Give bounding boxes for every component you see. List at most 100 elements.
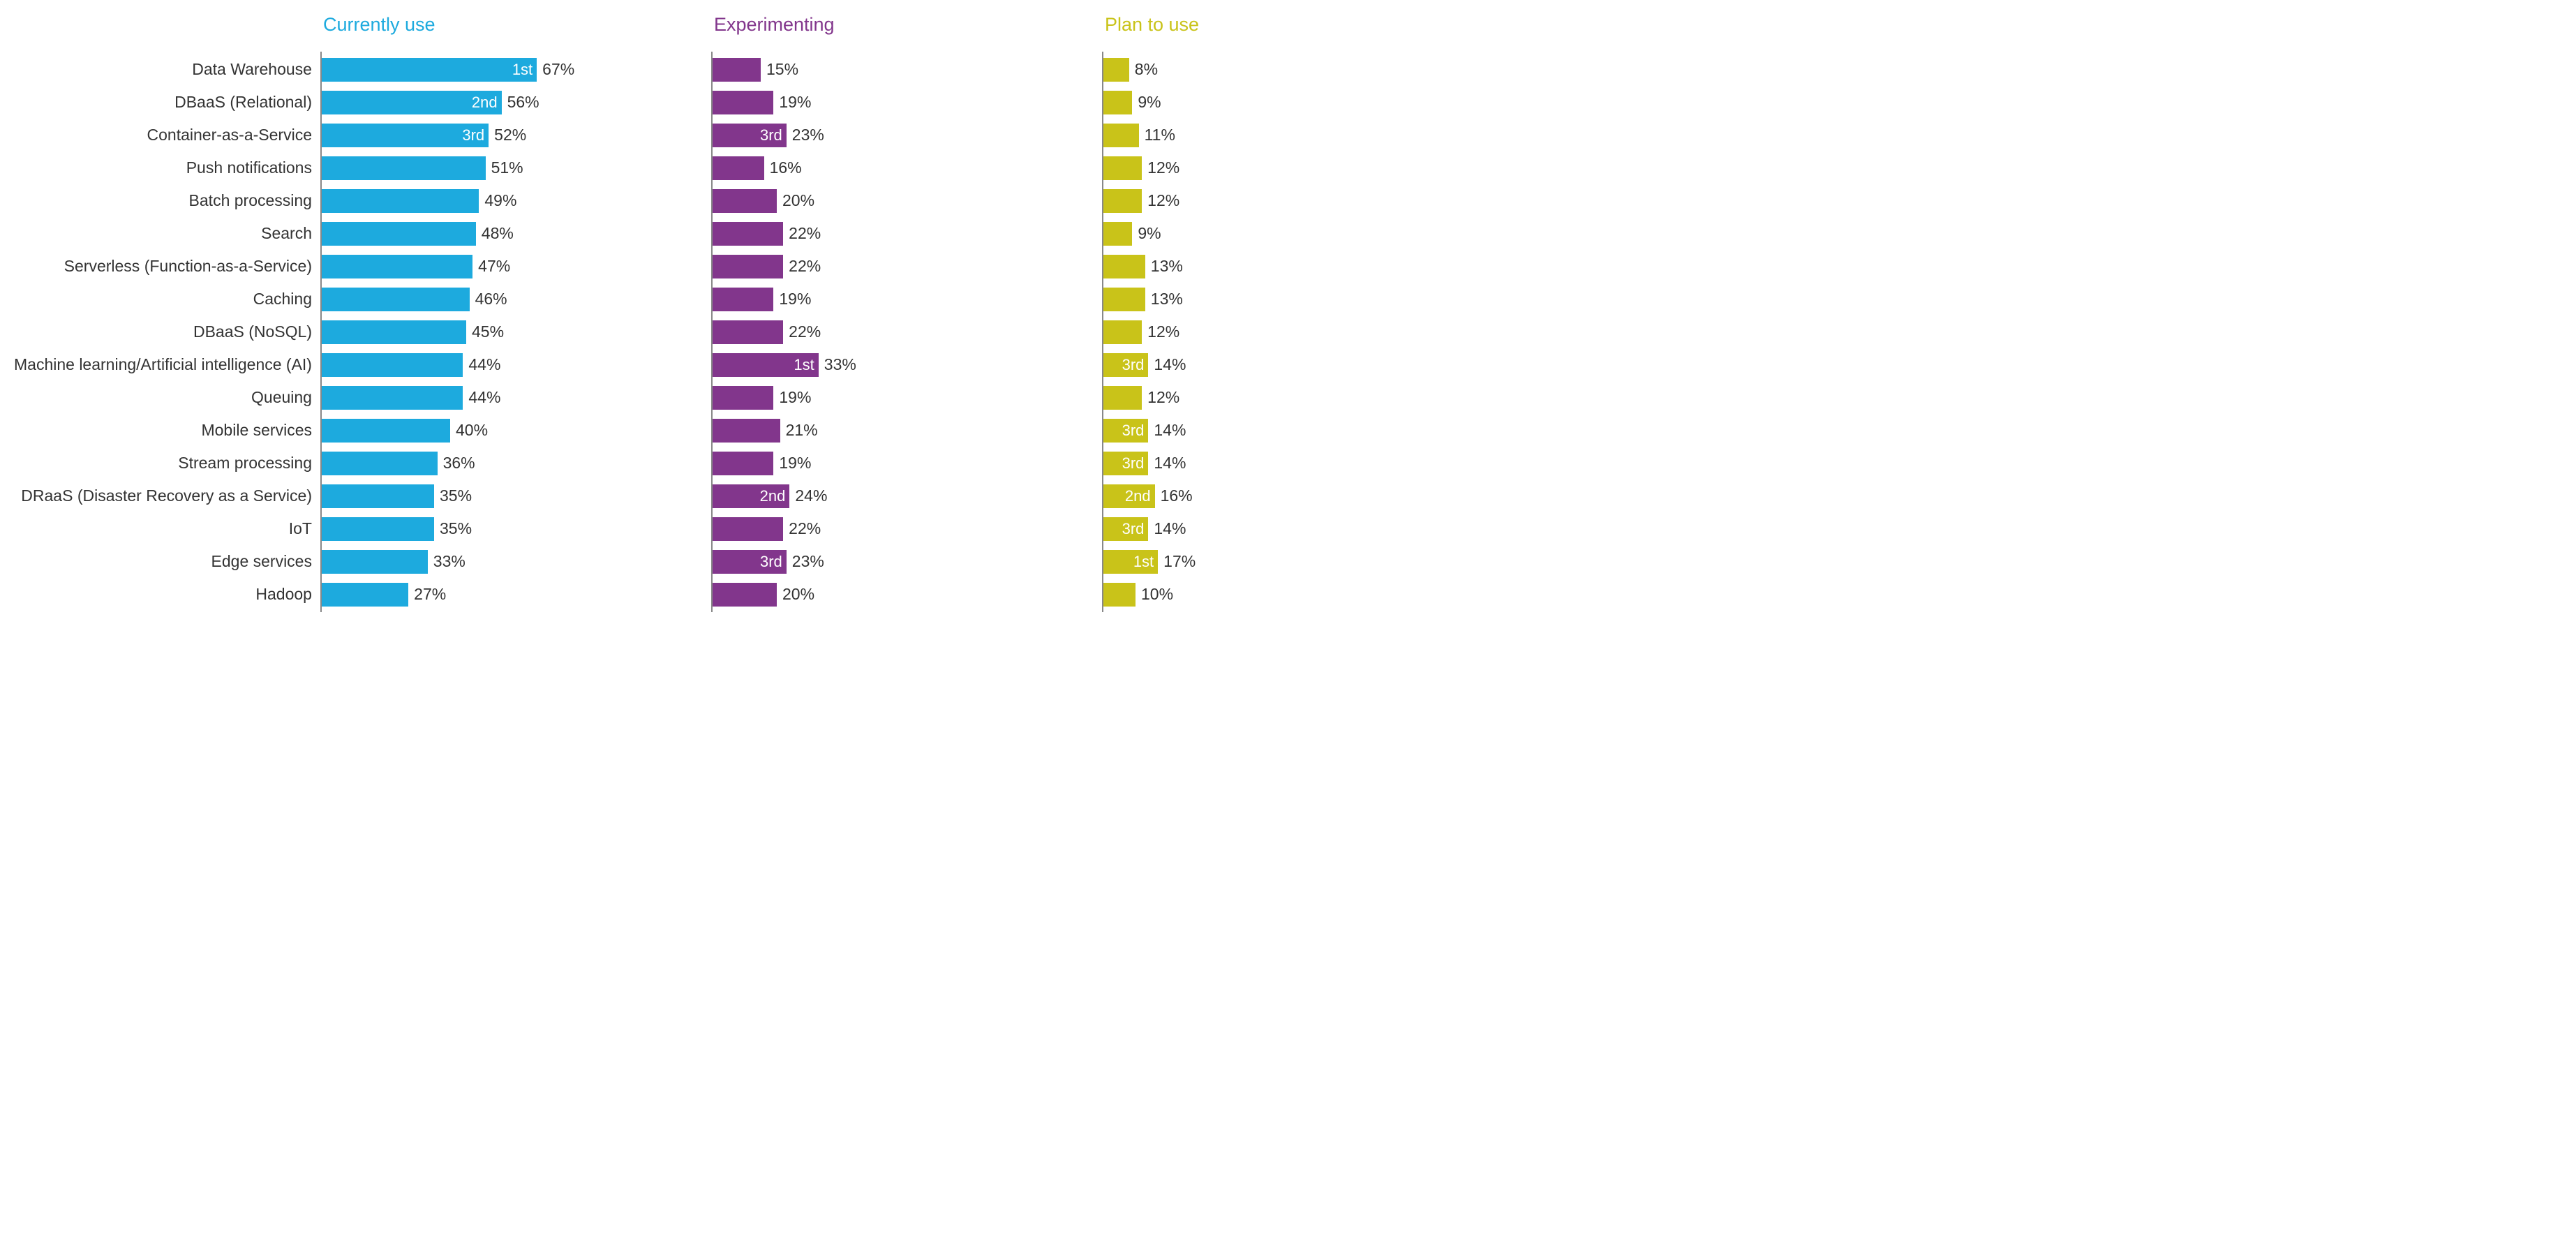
series-gap bbox=[1032, 14, 1102, 611]
bar bbox=[322, 452, 438, 475]
bar-row: 19% bbox=[711, 86, 1032, 119]
bar: 2nd bbox=[322, 91, 502, 114]
value-label: 12% bbox=[1147, 322, 1179, 341]
value-label: 27% bbox=[414, 585, 446, 604]
axis-line bbox=[711, 413, 713, 448]
value-label: 11% bbox=[1145, 126, 1175, 144]
bar bbox=[1103, 583, 1136, 607]
value-label: 36% bbox=[443, 454, 475, 473]
bar-row: 3rd14% bbox=[1102, 447, 1423, 480]
value-label: 16% bbox=[770, 158, 802, 177]
bar: 3rd bbox=[322, 124, 489, 147]
bar bbox=[713, 189, 777, 213]
axis-line bbox=[1102, 314, 1103, 350]
bar bbox=[322, 255, 472, 278]
axis-line bbox=[1102, 117, 1103, 153]
series-title: Experimenting bbox=[711, 14, 1032, 53]
bar bbox=[1103, 255, 1145, 278]
axis-line bbox=[1102, 544, 1103, 579]
value-label: 22% bbox=[789, 257, 821, 276]
axis-line bbox=[320, 84, 322, 120]
bar-row: 15% bbox=[711, 53, 1032, 86]
value-label: 13% bbox=[1151, 257, 1183, 276]
category-label: Mobile services bbox=[14, 414, 312, 447]
axis-line bbox=[1102, 281, 1103, 317]
rank-badge: 2nd bbox=[760, 487, 786, 505]
bar: 1st bbox=[322, 58, 537, 82]
bar-row: 12% bbox=[1102, 381, 1423, 414]
bar: 2nd bbox=[713, 484, 789, 508]
axis-line bbox=[1102, 445, 1103, 481]
bar-row: 12% bbox=[1102, 184, 1423, 217]
bar-row: 12% bbox=[1102, 151, 1423, 184]
rank-badge: 2nd bbox=[472, 94, 498, 112]
bar bbox=[713, 222, 783, 246]
axis-line bbox=[320, 248, 322, 284]
bar bbox=[322, 583, 408, 607]
category-label: Edge services bbox=[14, 545, 312, 578]
category-label: DBaaS (Relational) bbox=[14, 86, 312, 119]
bar bbox=[713, 288, 773, 311]
axis-line bbox=[711, 183, 713, 218]
bar-row: 48% bbox=[320, 217, 641, 250]
bar bbox=[322, 288, 470, 311]
bar-row: 44% bbox=[320, 348, 641, 381]
value-label: 33% bbox=[433, 552, 466, 571]
rank-badge: 3rd bbox=[1122, 520, 1145, 538]
value-label: 24% bbox=[795, 486, 827, 505]
axis-line bbox=[320, 445, 322, 481]
bar-row: 3rd14% bbox=[1102, 512, 1423, 545]
bar bbox=[713, 320, 783, 344]
bar bbox=[713, 452, 773, 475]
category-label: Serverless (Function-as-a-Service) bbox=[14, 250, 312, 283]
bar: 2nd bbox=[1103, 484, 1155, 508]
value-label: 12% bbox=[1147, 158, 1179, 177]
bar bbox=[322, 156, 486, 180]
value-label: 47% bbox=[478, 257, 510, 276]
bar bbox=[1103, 189, 1142, 213]
bar-row: 2nd 24% bbox=[711, 480, 1032, 512]
bar-row: 21% bbox=[711, 414, 1032, 447]
bar bbox=[713, 583, 777, 607]
bar: 3rd bbox=[1103, 517, 1148, 541]
bar bbox=[1103, 124, 1139, 147]
axis-line bbox=[711, 314, 713, 350]
bar-row: 35% bbox=[320, 512, 641, 545]
rank-badge: 2nd bbox=[1125, 487, 1151, 505]
bar-row: 22% bbox=[711, 512, 1032, 545]
bar bbox=[322, 189, 479, 213]
axis-line bbox=[1102, 577, 1103, 612]
rank-badge: 3rd bbox=[462, 126, 484, 144]
value-label: 14% bbox=[1154, 355, 1186, 374]
axis-line bbox=[320, 577, 322, 612]
value-label: 21% bbox=[786, 421, 818, 440]
bar bbox=[322, 550, 428, 574]
bar-row: 20% bbox=[711, 578, 1032, 611]
category-label: Push notifications bbox=[14, 151, 312, 184]
value-label: 35% bbox=[440, 486, 472, 505]
bar bbox=[713, 255, 783, 278]
axis-line bbox=[320, 150, 322, 186]
value-label: 22% bbox=[789, 224, 821, 243]
rank-badge: 1st bbox=[794, 356, 814, 374]
bar-row: 13% bbox=[1102, 283, 1423, 315]
series-title: Plan to use bbox=[1102, 14, 1423, 53]
value-label: 23% bbox=[792, 126, 824, 144]
bar-row: 1st67% bbox=[320, 53, 641, 86]
value-label: 16% bbox=[1161, 486, 1193, 505]
bar-row: 51% bbox=[320, 151, 641, 184]
bar: 1st bbox=[713, 353, 819, 377]
bar-row: 35% bbox=[320, 480, 641, 512]
bar: 3rd bbox=[1103, 419, 1148, 443]
value-label: 13% bbox=[1151, 290, 1183, 309]
category-label: Caching bbox=[14, 283, 312, 315]
series-title: Currently use bbox=[320, 14, 641, 53]
bar-row: 19% bbox=[711, 381, 1032, 414]
category-label: IoT bbox=[14, 512, 312, 545]
axis-line bbox=[711, 52, 713, 87]
axis-line bbox=[1102, 347, 1103, 382]
value-label: 19% bbox=[779, 93, 811, 112]
category-label: Batch processing bbox=[14, 184, 312, 217]
axis-line bbox=[1102, 511, 1103, 547]
bar-row: 1st33% bbox=[711, 348, 1032, 381]
